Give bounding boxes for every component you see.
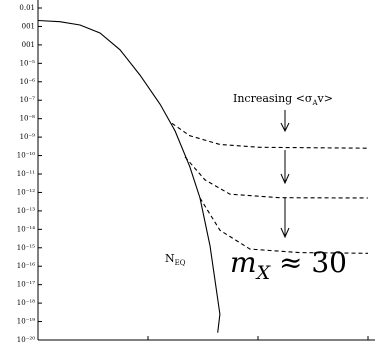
line xyxy=(184,156,369,199)
annotation-part: A xyxy=(311,99,318,107)
annotation: mX ≈ 30 xyxy=(230,246,347,284)
line xyxy=(38,19,221,333)
line xyxy=(171,122,369,149)
y-tick-label: 10⁻⁵ xyxy=(20,59,36,67)
y-tick-label: 10⁻¹⁹ xyxy=(17,318,35,326)
annotation-part: N xyxy=(165,252,175,265)
y-tick-label: 10⁻¹⁴ xyxy=(17,225,35,233)
annotation: Increasing <σAv> xyxy=(233,92,333,107)
line xyxy=(199,197,369,254)
arrow xyxy=(280,150,290,185)
y-tick-label: 0.01 xyxy=(19,4,35,12)
annotation-part: v> xyxy=(317,92,333,105)
y-tick-label: 10⁻⁶ xyxy=(20,78,36,86)
y-tick-label: 001 xyxy=(22,22,35,30)
plot-area xyxy=(38,19,369,333)
y-tick-label: 10⁻⁷ xyxy=(20,96,36,104)
arrows xyxy=(280,110,290,239)
y-tick-label: 10⁻²⁰ xyxy=(17,336,35,344)
y-tick-label: 10⁻¹⁸ xyxy=(17,299,35,307)
annotation-part: m xyxy=(230,246,257,279)
annotation-part: X xyxy=(255,262,272,284)
annotation-part: Increasing <σ xyxy=(233,92,313,105)
annotation: NEQ xyxy=(165,252,186,267)
annotation-part: EQ xyxy=(175,259,186,267)
y-tick-label: 10⁻¹⁶ xyxy=(17,262,35,270)
y-tick-label: 001 xyxy=(22,41,35,49)
y-tick-label: 10⁻¹⁷ xyxy=(17,281,35,289)
y-tick-label: 10⁻¹⁰ xyxy=(17,152,35,160)
annotation-part: ≈ 30 xyxy=(270,246,347,279)
y-tick-label: 10⁻¹⁵ xyxy=(17,244,35,252)
y-tick-label: 10⁻⁸ xyxy=(20,115,36,123)
y-tick-label: 10⁻⁹ xyxy=(20,133,36,141)
y-tick-label: 10⁻¹³ xyxy=(17,207,35,215)
y-tick-label: 10⁻¹² xyxy=(17,188,35,196)
arrow xyxy=(280,110,290,133)
y-tick-label: 10⁻¹¹ xyxy=(17,170,35,178)
arrow xyxy=(280,198,290,239)
